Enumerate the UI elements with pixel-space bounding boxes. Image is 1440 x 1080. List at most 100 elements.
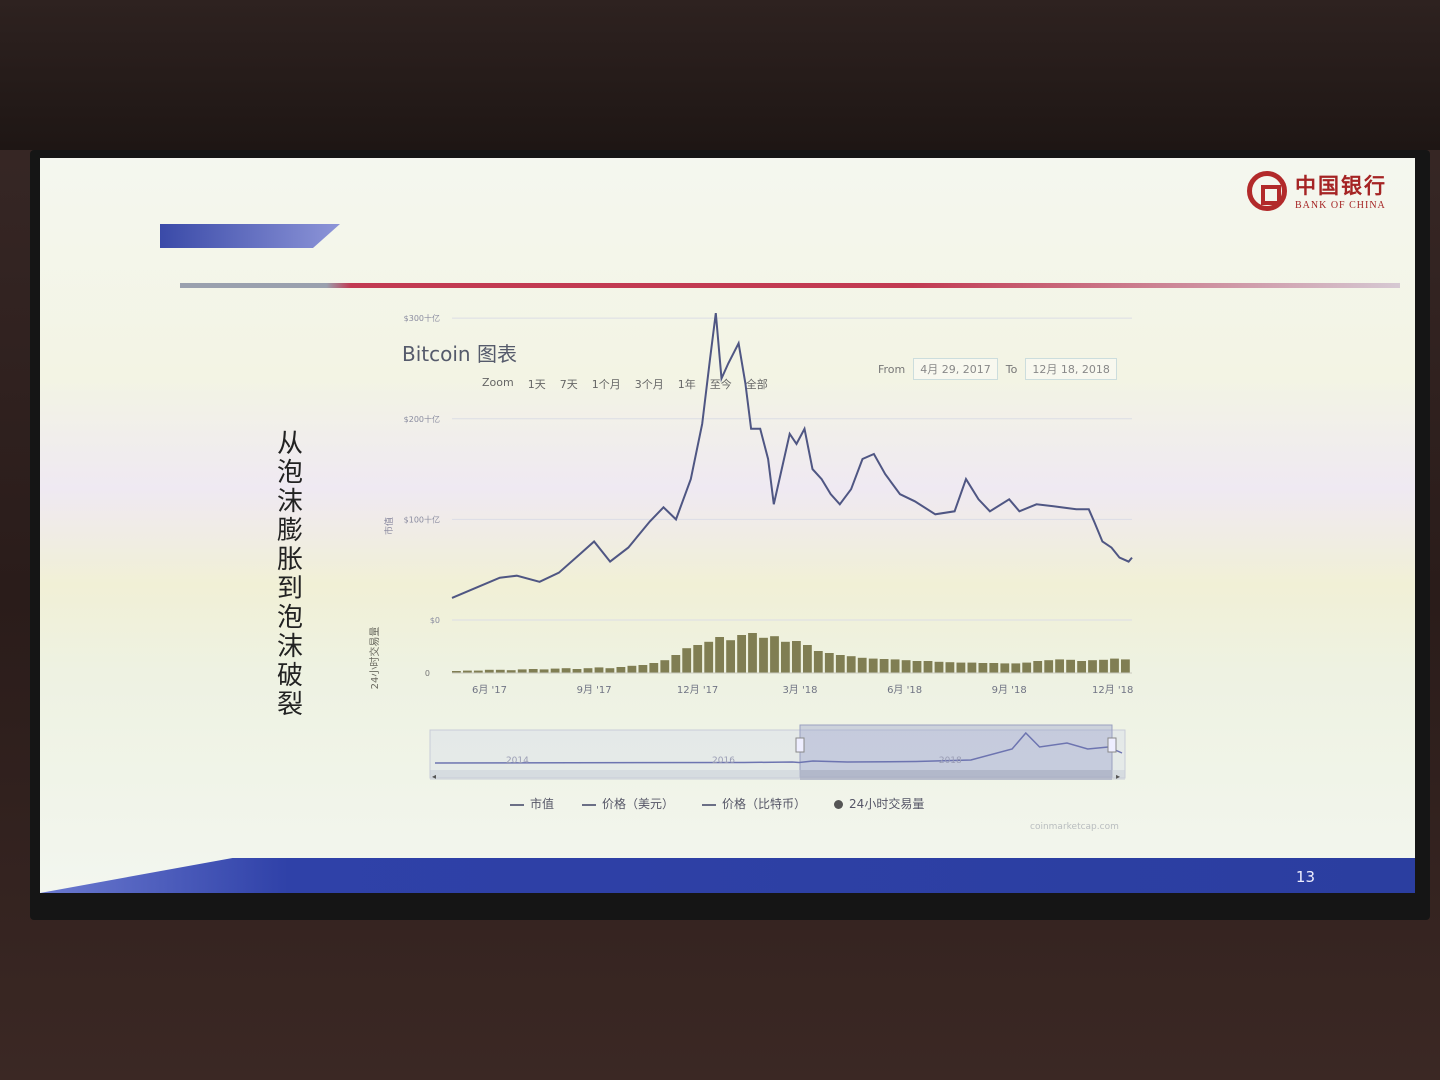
x-tick-label: 12月 '17 [677, 684, 718, 696]
x-tick-label: 6月 '17 [472, 684, 507, 696]
navigator: 2014 2016 2018 ◂ ▸ [429, 724, 1126, 781]
volume-bar [978, 663, 988, 673]
navigator-tick-label: 2018 [939, 756, 962, 766]
legend-dot-icon [834, 800, 844, 809]
zoom-1m[interactable]: 1个月 [591, 378, 621, 391]
volume-bar [956, 662, 966, 673]
logo-text: 中国银行 BANK OF CHINA [1295, 170, 1387, 211]
volume-bar [1088, 660, 1097, 673]
volume-bar [923, 661, 933, 673]
volume-bar [605, 668, 615, 673]
volume-bar [1099, 659, 1108, 673]
logo-en: BANK OF CHINA [1295, 200, 1386, 211]
x-tick-label: 9月 '18 [992, 684, 1027, 696]
slide-footer-band [40, 858, 1415, 893]
chart-legend: 市值 价格（美元） 价格（比特币） 24小时交易量 [510, 795, 924, 812]
volume-y-tick-label: 0 [425, 669, 430, 678]
presentation-slide: 中国银行 BANK OF CHINA 从泡沫膨胀到泡沫破裂 Bitcoin 图表… [40, 158, 1415, 893]
volume-bar [1033, 661, 1043, 673]
zoom-all[interactable]: 全部 [745, 378, 768, 391]
volume-bar [748, 633, 757, 673]
volume-bar [616, 667, 626, 673]
volume-bar [868, 658, 878, 673]
from-date-input[interactable]: 4月 29, 2017 [913, 358, 998, 380]
volume-bar [737, 635, 746, 673]
volume-bar [901, 660, 911, 673]
volume-bar [934, 661, 944, 673]
scroll-right-arrow: ▸ [1116, 772, 1120, 781]
bitcoin-chart: $0 $100十亿 $200十亿 $300十亿 市值 24小时交易量 0 6月 '17… [368, 312, 1133, 781]
zoom-3m[interactable]: 3个月 [634, 378, 664, 391]
volume-bar [572, 669, 582, 673]
legend-line-icon [702, 803, 717, 806]
price-series-line [451, 312, 1133, 599]
room-ceiling [0, 0, 1440, 150]
page-number: 13 [1295, 868, 1315, 886]
zoom-label: Zoom [482, 376, 514, 389]
volume-bar [484, 669, 494, 673]
volume-bar [660, 660, 670, 673]
legend-item-price-usd[interactable]: 价格（美元） [582, 795, 674, 812]
legend-item-market-cap[interactable]: 市值 [510, 795, 554, 812]
volume-bar [824, 653, 834, 673]
volume-bar [781, 641, 790, 673]
price-axis-label: 市值 [383, 517, 395, 535]
legend-item-volume[interactable]: 24小时交易量 [834, 795, 924, 812]
volume-bar [890, 659, 900, 673]
volume-bar [912, 661, 922, 673]
volume-bar [463, 670, 472, 673]
volume-bar [759, 637, 768, 673]
volume-bar [715, 637, 724, 673]
zoom-controls: Zoom 1天 7天 1个月 3个月 1年 至今 全部 [482, 376, 768, 392]
volume-bar [803, 645, 812, 673]
volume-bar [704, 641, 714, 673]
volume-bar [1044, 660, 1054, 673]
volume-bar [495, 669, 505, 673]
volume-bar [561, 668, 571, 673]
legend-label: 市值 [530, 797, 555, 811]
x-tick-label: 3月 '18 [782, 684, 817, 696]
legend-line-icon [510, 803, 524, 806]
volume-bar [1000, 663, 1010, 673]
to-date-input[interactable]: 12月 18, 2018 [1025, 358, 1117, 380]
volume-bar [1121, 659, 1130, 673]
zoom-1y[interactable]: 1年 [677, 378, 696, 391]
volume-bar [627, 665, 637, 673]
volume-bar [528, 669, 538, 673]
scroll-thumb [800, 770, 1112, 780]
navigator-tick-label: 2016 [712, 756, 735, 766]
volume-bar [857, 657, 867, 673]
y-tick-label: $200十亿 [404, 414, 440, 424]
volume-bar [967, 662, 977, 673]
volume-bar [693, 645, 703, 673]
volume-bar [517, 669, 527, 673]
navigator-left-handle [795, 737, 805, 753]
x-tick-label: 9月 '17 [577, 684, 612, 696]
y-tick-label: $100十亿 [404, 514, 440, 524]
volume-bar [583, 668, 593, 673]
volume-bar [1022, 662, 1032, 673]
volume-bar [473, 670, 483, 673]
scroll-left-arrow: ◂ [432, 772, 436, 781]
volume-bar [594, 667, 604, 673]
legend-item-price-btc[interactable]: 价格（比特币） [702, 795, 806, 812]
volume-bar [671, 655, 681, 673]
volume-bar [846, 656, 856, 673]
volume-bar [835, 655, 845, 673]
volume-axis-label: 24小时交易量 [368, 627, 381, 690]
to-label: To [1005, 362, 1018, 376]
volume-bar [452, 671, 461, 673]
x-tick-label: 12月 '18 [1092, 684, 1133, 696]
volume-bar [989, 663, 999, 673]
zoom-1d[interactable]: 1天 [527, 378, 546, 391]
bank-of-china-emblem-icon [1247, 170, 1287, 211]
from-label: From [878, 362, 906, 376]
volume-bar [770, 636, 779, 673]
zoom-7d[interactable]: 7天 [559, 378, 578, 391]
volume-bar [550, 668, 560, 673]
bank-logo: 中国银行 BANK OF CHINA [1247, 170, 1387, 211]
volume-bar [879, 659, 889, 673]
volume-bar [945, 662, 955, 673]
volume-bar [638, 665, 648, 673]
zoom-ytd[interactable]: 至今 [709, 378, 732, 391]
